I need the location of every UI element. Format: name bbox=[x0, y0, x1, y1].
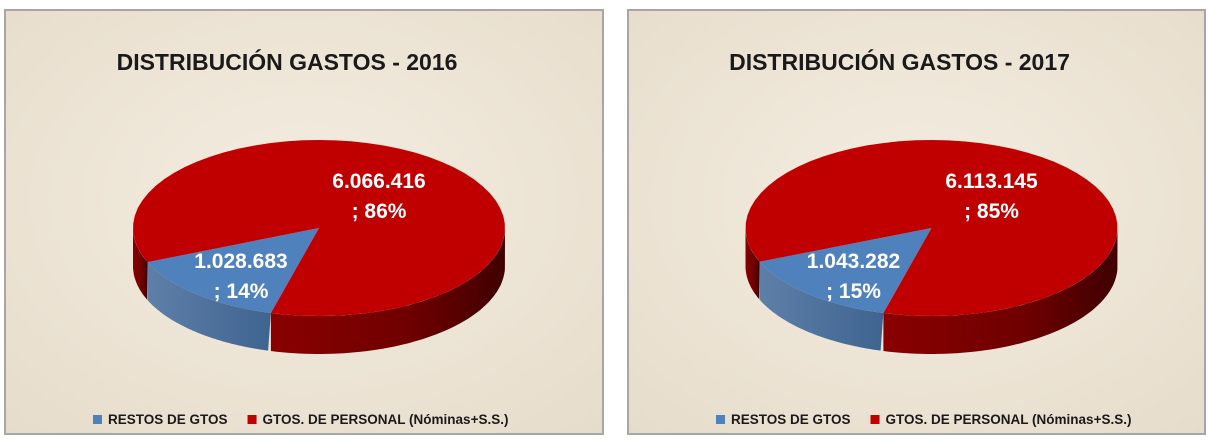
chart-title: DISTRIBUCIÓN GASTOS - 2017 bbox=[729, 48, 1070, 75]
percent-label: ; 14% bbox=[214, 280, 269, 303]
pie-slice bbox=[759, 228, 932, 314]
pie-slice bbox=[745, 140, 1118, 316]
percent-label: ; 86% bbox=[352, 200, 407, 223]
pie-slice-side bbox=[270, 228, 505, 354]
legend-label: GTOS. DE PERSONAL (Nóminas+S.S.) bbox=[886, 412, 1132, 427]
legend-swatch bbox=[93, 415, 102, 424]
data-label: 1.028.683 bbox=[194, 250, 287, 273]
data-label: 1.043.282 bbox=[807, 250, 900, 273]
data-label: 6.113.145 bbox=[945, 170, 1038, 193]
pie-slice-side bbox=[133, 228, 148, 300]
chart-title: DISTRIBUCIÓN GASTOS - 2016 bbox=[117, 48, 458, 75]
legend-label: GTOS. DE PERSONAL (Nóminas+S.S.) bbox=[263, 412, 509, 427]
pie-slice bbox=[133, 140, 505, 316]
legend-label: RESTOS DE GTOS bbox=[731, 412, 851, 427]
chart-panel: DISTRIBUCIÓN GASTOS - 2016 1.028.683 ; 14%… bbox=[4, 9, 604, 435]
pie-slice-side bbox=[745, 228, 760, 300]
pie-slice bbox=[147, 228, 319, 314]
chart-panel: DISTRIBUCIÓN GASTOS - 2017 1.043.282 ; 15%… bbox=[627, 9, 1206, 435]
legend-swatch bbox=[870, 415, 880, 424]
pie-slice-side bbox=[883, 228, 1118, 354]
percent-label: ; 85% bbox=[964, 200, 1019, 223]
pie-slice-side bbox=[759, 261, 884, 351]
legend-swatch bbox=[247, 415, 257, 424]
percent-label: ; 15% bbox=[826, 280, 881, 303]
pie-slice-side bbox=[147, 262, 271, 351]
legend-label: RESTOS DE GTOS bbox=[108, 412, 228, 427]
legend-swatch bbox=[716, 415, 725, 424]
data-label: 6.066.416 bbox=[332, 170, 425, 193]
